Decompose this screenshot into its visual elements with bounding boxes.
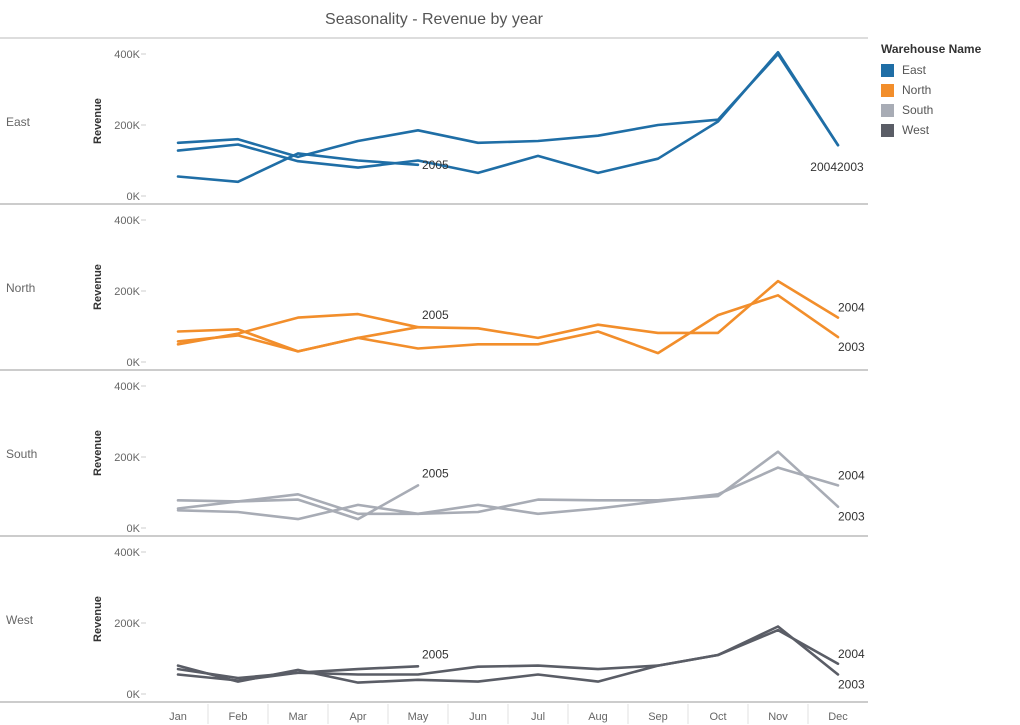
y-tick-label: 400K <box>114 547 140 559</box>
x-tick-label: Sep <box>648 711 668 723</box>
series-line-west-2005 <box>176 665 420 682</box>
y-axis-title: Revenue <box>92 264 104 310</box>
row-label: North <box>6 281 35 295</box>
row-label: South <box>6 447 37 461</box>
x-tick-label: Dec <box>828 711 848 723</box>
panel-south: South Revenue 0K 200K 400K 2005 2004 2003 <box>0 381 868 537</box>
y-axis-title: Revenue <box>92 430 104 476</box>
series-line-north-2004 <box>176 279 840 353</box>
end-label: 2003 <box>838 677 865 691</box>
end-label: 2005 <box>422 466 449 480</box>
x-tick-label: Mar <box>289 711 308 723</box>
series-line-south-2004 <box>176 466 840 516</box>
x-tick-label: Nov <box>768 711 788 723</box>
legend-swatch <box>881 63 894 77</box>
end-label: 2003 <box>838 340 865 354</box>
y-tick-label: 200K <box>114 286 140 298</box>
end-label: 2004 <box>838 647 865 661</box>
x-tick-label: Aug <box>588 711 608 723</box>
series-line-east-2004 <box>176 50 840 175</box>
y-tick-label: 200K <box>114 618 140 630</box>
row-label: East <box>6 115 31 129</box>
chart-title: Seasonality - Revenue by year <box>325 11 544 28</box>
panel-west: West Revenue 0K 200K 400K 2005 2004 2003 <box>0 547 868 703</box>
end-label: 2004 <box>810 160 837 174</box>
legend-item-west[interactable]: West <box>881 120 981 140</box>
panel-east: East Revenue 0K 200K 400K 2005 2004 2003 <box>0 49 868 205</box>
y-axis-title: Revenue <box>92 596 104 642</box>
end-label: 2003 <box>838 510 865 524</box>
x-tick-label: Feb <box>229 711 248 723</box>
legend-swatch <box>881 103 894 117</box>
y-tick-label: 400K <box>114 215 140 227</box>
y-tick-label: 400K <box>114 49 140 61</box>
panel-north: North Revenue 0K 200K 400K 2005 2004 2003 <box>0 215 868 371</box>
x-tick-label: Jul <box>531 711 545 723</box>
legend-swatch <box>881 123 894 137</box>
legend-item-south[interactable]: South <box>881 100 981 120</box>
legend-item-north[interactable]: North <box>881 80 981 100</box>
legend-title: Warehouse Name <box>881 42 982 56</box>
y-tick-label: 0K <box>127 523 141 535</box>
series-line-east-2003 <box>176 52 840 159</box>
y-tick-label: 0K <box>127 357 141 369</box>
series-line-north-2005 <box>176 312 420 346</box>
series-line-west-2004 <box>176 628 840 680</box>
y-tick-label: 0K <box>127 191 141 203</box>
legend-label: South <box>902 103 934 117</box>
x-tick-label: Apr <box>349 711 366 723</box>
end-label: 2005 <box>422 308 449 322</box>
legend: Warehouse Name East North South West <box>881 42 981 140</box>
series-line-south-2005 <box>176 484 420 521</box>
legend-swatch <box>881 83 894 97</box>
end-label: 2004 <box>838 301 865 315</box>
end-label: 2005 <box>422 647 449 661</box>
x-tick-label: Jan <box>169 711 187 723</box>
y-tick-label: 400K <box>114 381 140 393</box>
legend-item-east[interactable]: East <box>881 60 981 80</box>
end-label: 2005 <box>422 158 449 172</box>
legend-label: North <box>902 83 932 97</box>
y-tick-label: 200K <box>114 120 140 132</box>
x-tick-label: May <box>408 711 429 723</box>
end-label: 2003 <box>837 160 864 174</box>
x-tick-label: Jun <box>469 711 487 723</box>
end-label: 2004 <box>838 468 865 482</box>
series-line-east-2005 <box>176 152 420 184</box>
y-tick-label: 200K <box>114 452 140 464</box>
legend-label: East <box>902 63 927 77</box>
legend-label: West <box>902 123 930 137</box>
x-tick-label: Oct <box>709 711 726 723</box>
y-axis-title: Revenue <box>92 98 104 144</box>
row-label: West <box>6 613 34 627</box>
y-tick-label: 0K <box>127 689 141 701</box>
